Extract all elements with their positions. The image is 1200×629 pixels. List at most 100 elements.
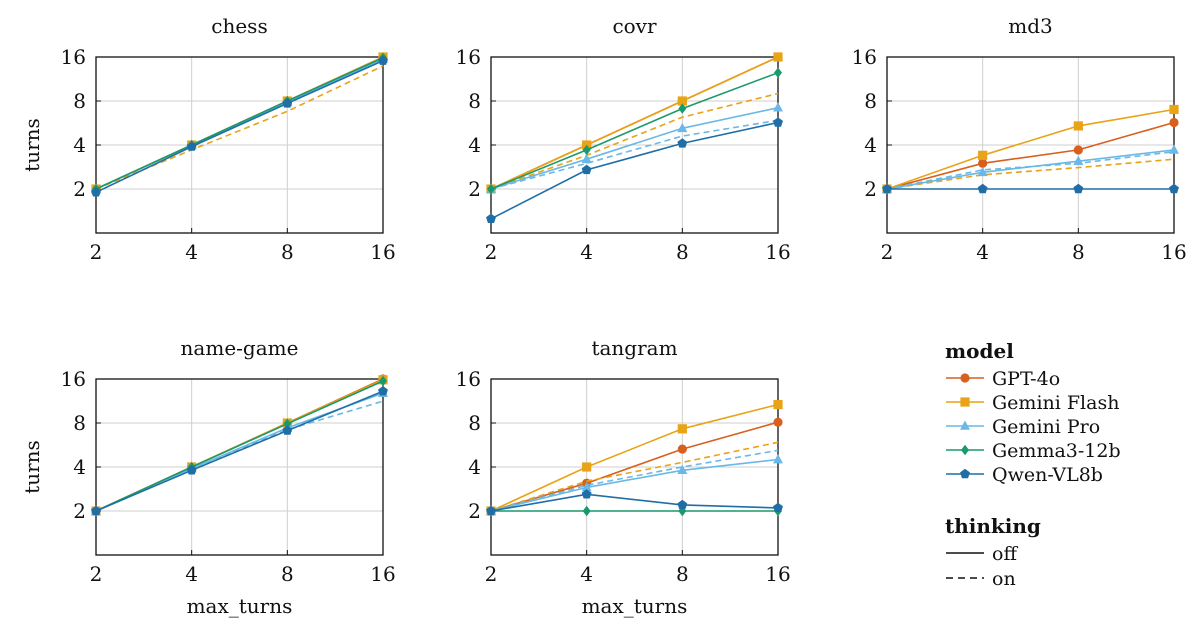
y-tick-label: 8 [864, 89, 877, 113]
legend-marker [961, 444, 969, 456]
y-tick-label: 4 [468, 455, 481, 479]
data-point [581, 481, 592, 492]
x-tick-label: 8 [281, 240, 294, 264]
series-gemma3-12b-off [487, 67, 782, 195]
series-line [490, 92, 779, 190]
series-qwen-vl8b-off [486, 117, 783, 224]
legend-marker [960, 420, 970, 430]
data-point [186, 141, 197, 151]
series-line [95, 57, 384, 190]
data-point [581, 153, 592, 163]
y-tick-label: 8 [73, 89, 86, 113]
data-point [91, 187, 101, 197]
data-point [773, 117, 783, 127]
data-point [882, 183, 892, 194]
y-axis-label: turns [20, 118, 44, 172]
series-line [95, 390, 384, 512]
y-tick-label: 16 [852, 45, 877, 69]
legend-label: on [992, 568, 1016, 590]
x-tick-label: 2 [90, 240, 103, 264]
series-line [490, 71, 779, 190]
data-point [978, 158, 988, 168]
series-gemini-flash-on [490, 92, 779, 190]
data-point [677, 464, 688, 475]
legend-marker [960, 397, 970, 407]
data-point [977, 166, 988, 177]
series-qwen-vl8b-off [486, 489, 783, 516]
data-point [1073, 145, 1083, 155]
series-gemini-pro-on [490, 449, 779, 512]
series-gemini-pro-off [882, 144, 1179, 193]
legend-entry-gemma3-12b: Gemma3-12b [946, 440, 1121, 462]
x-axis-label: max_turns [582, 594, 688, 618]
legend-marker [960, 468, 970, 479]
y-tick-label: 8 [468, 89, 481, 113]
legend-thinking-off: off [946, 543, 1018, 565]
series-gemini-pro-on [490, 119, 779, 190]
data-point [582, 462, 592, 472]
y-tick-label: 16 [456, 367, 481, 391]
data-point [773, 102, 783, 112]
x-axis-label: max_turns [187, 594, 293, 618]
data-point [1169, 183, 1179, 194]
x-tick-label: 2 [485, 240, 498, 264]
series-gemini-pro-on [886, 150, 1175, 190]
legend-entry-gpt-4o: GPT-4o [946, 368, 1060, 390]
data-point [582, 144, 591, 156]
data-point [677, 96, 687, 106]
y-tick-label: 4 [73, 133, 86, 157]
y-tick-label: 8 [73, 411, 86, 435]
data-point [773, 399, 783, 410]
series-gemini-flash-on [95, 65, 384, 190]
data-point [677, 444, 687, 454]
series-gemini-pro-off [486, 102, 783, 193]
y-tick-label: 2 [468, 177, 481, 201]
panel-title: tangram [591, 336, 677, 360]
y-tick-label: 2 [864, 177, 877, 201]
y-axis-label: turns [20, 440, 44, 494]
x-tick-label: 2 [485, 562, 498, 586]
data-point [773, 454, 783, 464]
data-point [283, 418, 292, 429]
legend-label: off [992, 543, 1018, 565]
legend-label: GPT-4o [992, 368, 1060, 390]
series-line [95, 65, 384, 190]
data-point [677, 499, 688, 510]
series-line [886, 158, 1175, 190]
data-point [1073, 183, 1084, 194]
y-tick-label: 2 [73, 177, 86, 201]
legend-thinking-entries: off on [946, 543, 1018, 590]
legend-label: Gemma3-12b [992, 440, 1121, 462]
data-point [486, 505, 496, 516]
series-gemini-pro-off [486, 454, 783, 515]
legend-entry-qwen-vl8b: Qwen-VL8b [946, 464, 1103, 486]
legend-label: Gemini Flash [992, 392, 1119, 414]
panel-title: covr [612, 14, 657, 38]
series-line [490, 493, 779, 512]
legend-entry-gemini-flash: Gemini Flash [946, 392, 1119, 414]
x-tick-label: 8 [281, 562, 294, 586]
x-tick-label: 2 [881, 240, 894, 264]
data-point [486, 213, 496, 224]
data-point [91, 505, 101, 516]
series-line [886, 150, 1175, 190]
data-point [378, 386, 388, 396]
data-point [1169, 117, 1179, 128]
x-tick-label: 4 [185, 562, 198, 586]
legend-entry-gemini-pro: Gemini Pro [946, 416, 1100, 438]
x-tick-label: 8 [1072, 240, 1085, 264]
legend-model-title: model [945, 339, 1014, 363]
series-line [490, 121, 779, 220]
series-qwen-vl8b-off [91, 386, 388, 516]
data-point [677, 122, 688, 133]
x-tick-label: 4 [185, 240, 198, 264]
x-tick-label: 16 [370, 562, 395, 586]
data-point [582, 505, 591, 517]
data-point [773, 417, 783, 427]
x-tick-label: 8 [676, 562, 689, 586]
